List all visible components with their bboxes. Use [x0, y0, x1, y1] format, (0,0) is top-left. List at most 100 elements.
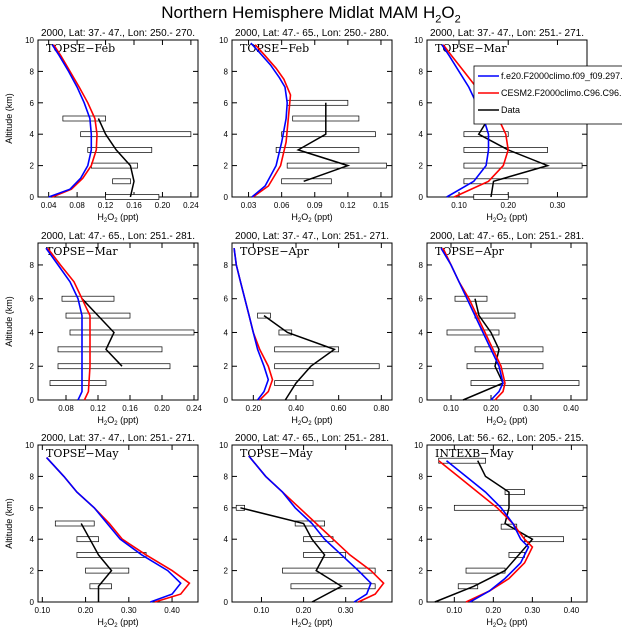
plot-frame — [426, 444, 588, 603]
data-range-bar — [87, 147, 153, 153]
x-tick-label: 0.15 — [373, 201, 389, 210]
y-tick-label: 0 — [30, 396, 35, 405]
data-range-bar — [454, 295, 488, 302]
y-tick-label: 6 — [419, 504, 424, 513]
x-tick-label: 0.60 — [331, 404, 347, 413]
panel-campaign-label: TOPSE−Apr — [435, 245, 505, 258]
y-tick-label: 8 — [30, 472, 35, 481]
series-line-f-e20 — [445, 460, 530, 603]
data-range-bar — [275, 147, 360, 153]
y-tick-label: 4 — [419, 535, 424, 544]
panel-4: 2000, Lat: 47.- 65., Lon: 251.- 281. 0.08… — [4, 231, 202, 427]
y-tick-label: 6 — [224, 504, 229, 513]
y-tick-label: 0 — [224, 396, 229, 405]
y-tick-label: 0 — [419, 598, 424, 607]
x-tick-label: 0.04 — [41, 201, 57, 210]
x-axis-label: H2O2 (ppt) — [486, 617, 527, 629]
x-tick-label: 0.20 — [296, 606, 312, 615]
panel-header: 2000, Lat: 37.- 47., Lon: 251.- 271. — [235, 231, 389, 242]
y-axis-label: Altitude (km) — [4, 498, 14, 549]
data-range-bar — [274, 346, 340, 353]
panel-5: 2000, Lat: 37.- 47., Lon: 251.- 271. 0.20… — [224, 231, 393, 427]
panel-campaign-label: TOPSE−Mar — [46, 245, 118, 258]
y-tick-label: 4 — [224, 328, 229, 337]
x-tick-label: 0.20 — [78, 606, 94, 615]
plot-frame — [37, 242, 199, 401]
y-tick-label: 8 — [30, 261, 35, 270]
series-line-f-e20 — [250, 42, 289, 198]
y-tick-label: 0 — [419, 193, 424, 202]
data-range-bar — [281, 178, 332, 185]
x-tick-label: 0.12 — [90, 404, 106, 413]
series-line-cesm2 — [442, 247, 506, 401]
panel-header: 2000, Lat: 47.- 65., Lon: 251.- 281. — [430, 231, 584, 242]
x-tick-label: 0.20 — [154, 404, 170, 413]
data-range-bar — [286, 162, 387, 169]
series-line-data — [434, 460, 534, 603]
x-tick-label: 0.30 — [338, 606, 354, 615]
data-range-bar — [281, 131, 376, 138]
series-line-f-e20 — [46, 457, 182, 603]
series-line-cesm2 — [46, 247, 91, 401]
figure-title-sub: 2 — [435, 13, 442, 26]
panel-campaign-label: INTEXB−May — [435, 447, 514, 460]
x-tick-label: 0.06 — [274, 201, 290, 210]
y-tick-label: 0 — [30, 598, 35, 607]
data-range-bar — [463, 131, 509, 138]
panel-header: 2000, Lat: 37.- 47., Lon: 250.- 270. — [41, 28, 195, 39]
y-tick-label: 10 — [219, 441, 228, 450]
series-line-f-e20 — [45, 247, 83, 401]
x-tick-label: 0.08 — [58, 404, 74, 413]
x-axis-label: H2O2 (ppt) — [291, 415, 332, 427]
y-tick-label: 4 — [224, 535, 229, 544]
data-range-bar — [57, 346, 163, 353]
y-tick-label: 6 — [224, 99, 229, 108]
data-range-bar — [453, 504, 584, 511]
legend-label: Data — [501, 105, 520, 115]
x-tick-label: 0.12 — [340, 201, 356, 210]
panel-campaign-label: TOPSE−May — [46, 447, 119, 460]
x-tick-label: 0.24 — [183, 201, 199, 210]
plot-frame — [231, 242, 393, 401]
x-tick-label: 0.80 — [374, 404, 390, 413]
x-tick-label: 0.40 — [288, 404, 304, 413]
panel-header: 2006, Lat: 56.- 62., Lon: 205.- 215. — [430, 433, 584, 444]
y-tick-label: 10 — [25, 36, 34, 45]
x-tick-label: 0.20 — [483, 404, 499, 413]
y-tick-label: 6 — [30, 295, 35, 304]
x-axis-label: H2O2 (ppt) — [97, 415, 138, 427]
figure-title: Northern Hemisphere Midlat MAM H2O2 — [0, 3, 622, 25]
x-tick-label: 0.16 — [122, 404, 138, 413]
data-range-bar — [465, 567, 506, 574]
data-range-bar — [76, 536, 99, 543]
y-tick-label: 0 — [224, 598, 229, 607]
x-tick-label: 0.03 — [241, 201, 257, 210]
data-range-bar — [274, 380, 314, 386]
panel-header: 2000, Lat: 37.- 47., Lon: 251.- 271. — [41, 433, 195, 444]
data-range-bar — [446, 329, 500, 336]
x-tick-label: 0.20 — [155, 201, 171, 210]
legend-label: f.e20.F2000climo.f09_f09.297.001 — [501, 71, 622, 81]
x-axis-label: H2O2 (ppt) — [291, 212, 332, 224]
y-tick-label: 6 — [30, 99, 35, 108]
plot-frame — [231, 39, 393, 198]
x-tick-label: 0.12 — [98, 201, 114, 210]
series-line-data — [80, 523, 113, 602]
data-range-bar — [463, 147, 548, 153]
y-tick-label: 4 — [30, 328, 35, 337]
x-tick-label: 0.30 — [523, 404, 539, 413]
x-tick-label: 0.30 — [550, 201, 566, 210]
data-range-bar — [470, 380, 580, 386]
x-tick-label: 0.40 — [164, 606, 180, 615]
x-tick-label: 0.10 — [443, 404, 459, 413]
y-tick-label: 4 — [419, 130, 424, 139]
series-line-f-e20 — [233, 247, 270, 401]
data-range-bar — [278, 329, 293, 336]
y-tick-label: 10 — [414, 36, 423, 45]
y-tick-label: 4 — [419, 328, 424, 337]
series-line-cesm2 — [252, 44, 292, 198]
y-tick-label: 2 — [224, 362, 229, 371]
panel-campaign-label: TOPSE−Feb — [240, 42, 309, 55]
y-tick-label: 6 — [419, 99, 424, 108]
panel-7: 2000, Lat: 37.- 47., Lon: 251.- 271. 0.10… — [4, 433, 199, 629]
